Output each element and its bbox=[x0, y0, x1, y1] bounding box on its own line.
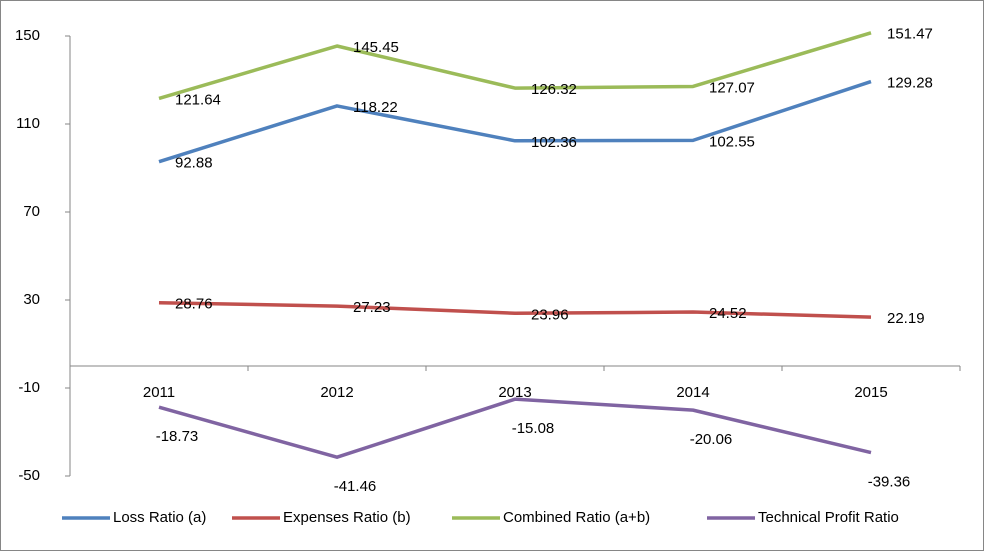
x-tick-label: 2014 bbox=[676, 384, 709, 401]
series-line bbox=[158, 79, 872, 164]
legend-label: Combined Ratio (a+b) bbox=[503, 509, 650, 526]
data-label: 23.96 bbox=[531, 306, 569, 323]
data-label: 121.64 bbox=[175, 91, 221, 108]
data-label: 102.36 bbox=[531, 134, 577, 151]
y-tick-label: 110 bbox=[16, 115, 40, 132]
y-tick-label: 30 bbox=[23, 291, 40, 308]
data-label: 28.76 bbox=[175, 296, 213, 313]
legend-label: Expenses Ratio (b) bbox=[283, 509, 411, 526]
data-label: 118.22 bbox=[353, 99, 398, 116]
legend-label: Loss Ratio (a) bbox=[113, 509, 206, 526]
x-tick-label: 2015 bbox=[854, 384, 887, 401]
data-label: 27.23 bbox=[353, 299, 391, 316]
series-line bbox=[158, 300, 872, 319]
series-line bbox=[158, 31, 872, 101]
y-tick-label: 150 bbox=[15, 27, 40, 44]
data-label: 22.19 bbox=[887, 310, 925, 327]
legend-label: Technical Profit Ratio bbox=[758, 509, 899, 526]
data-label: 129.28 bbox=[887, 75, 933, 92]
x-tick-label: 2012 bbox=[320, 384, 353, 401]
data-label: -39.36 bbox=[868, 474, 911, 491]
data-label: 92.88 bbox=[175, 155, 213, 172]
x-tick-label: 2011 bbox=[143, 384, 175, 401]
data-label: -15.08 bbox=[512, 420, 555, 437]
y-tick-label: -50 bbox=[18, 467, 40, 484]
data-label: 145.45 bbox=[353, 39, 399, 56]
x-tick-label: 2013 bbox=[498, 384, 531, 401]
y-tick-label: -10 bbox=[18, 379, 40, 396]
y-tick-label: 70 bbox=[23, 203, 40, 220]
data-label: -18.73 bbox=[156, 428, 199, 445]
data-label: 24.52 bbox=[709, 305, 747, 322]
data-label: 151.47 bbox=[887, 26, 933, 43]
data-label: -20.06 bbox=[690, 431, 733, 448]
data-label: -41.46 bbox=[334, 478, 377, 495]
data-label: 126.32 bbox=[531, 81, 577, 98]
data-label: 127.07 bbox=[709, 79, 755, 96]
data-label: 102.55 bbox=[709, 133, 755, 150]
series-line bbox=[158, 397, 872, 459]
